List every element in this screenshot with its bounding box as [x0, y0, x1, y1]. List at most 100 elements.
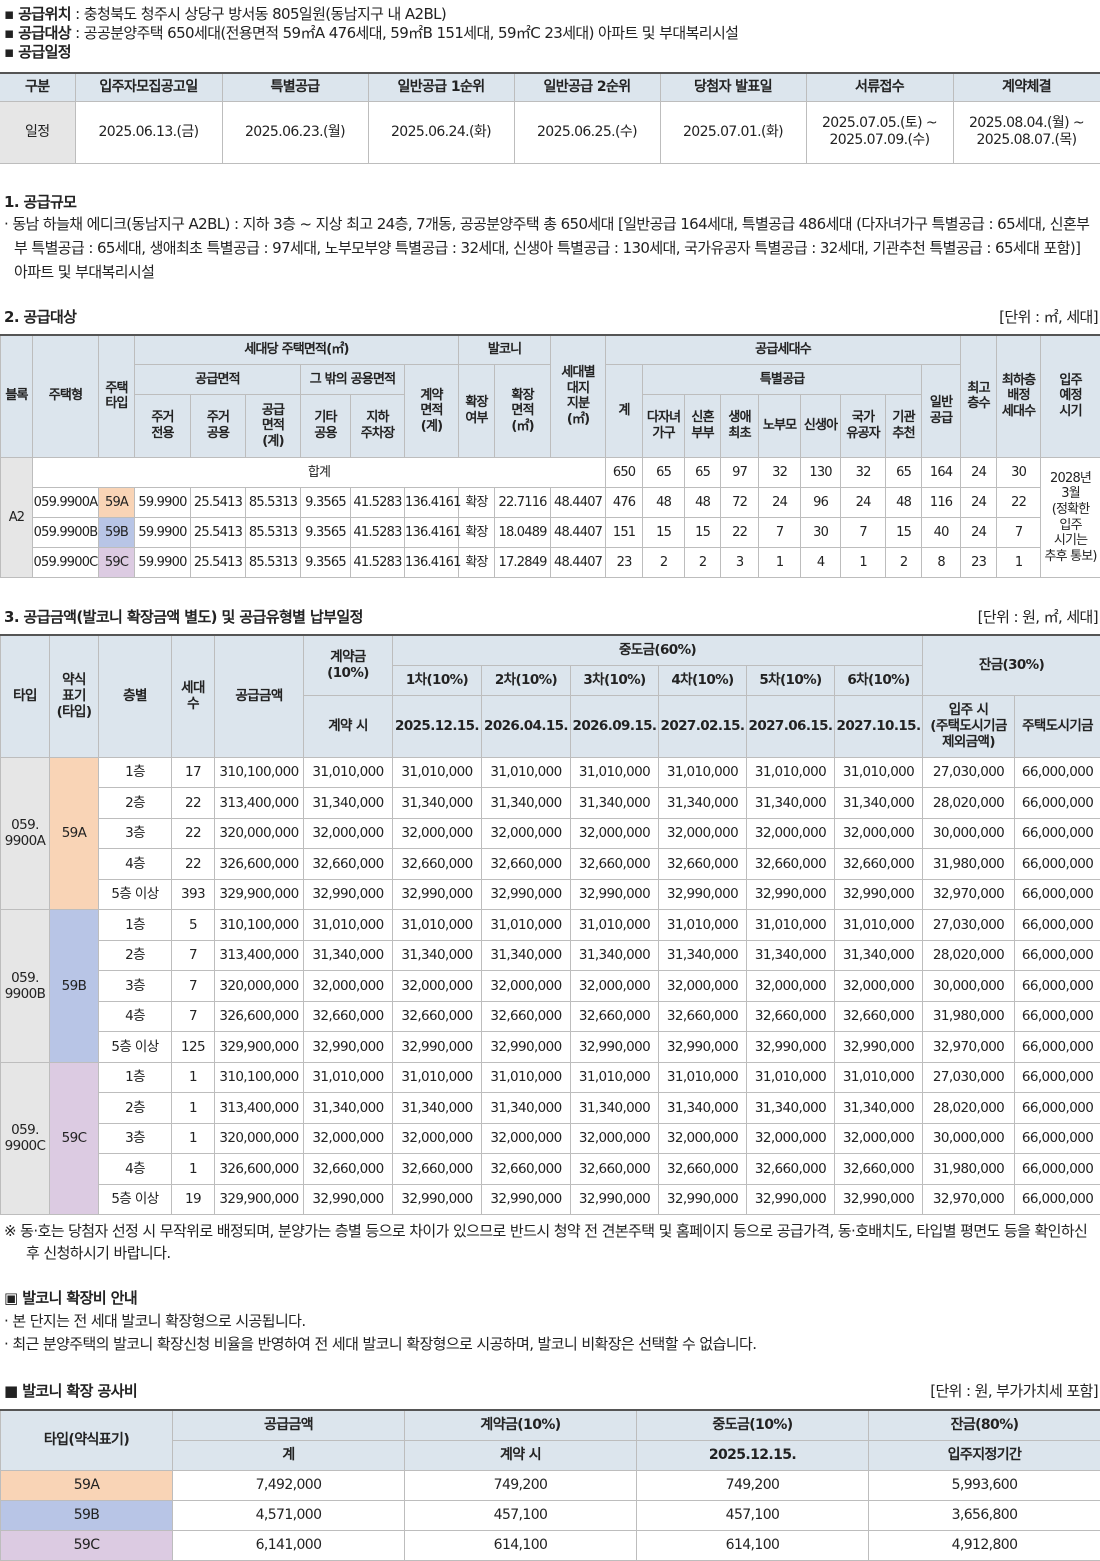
data-cell: 28,020,000	[923, 940, 1015, 971]
data-cell: 1	[172, 1123, 215, 1154]
data-cell: 31,340,000	[482, 788, 571, 819]
info-line: ▪ 공급대상 : 공공분양주택 650세대(전용면적 59㎡A 476세대, 5…	[4, 24, 1096, 43]
data-cell: 32,990,000	[393, 1184, 482, 1215]
header-cell: 블록	[1, 335, 33, 458]
data-cell: 2층	[99, 1093, 172, 1124]
data-cell: 22	[997, 488, 1041, 518]
data-cell: 31,340,000	[393, 1093, 482, 1124]
data-cell: 31,010,000	[482, 1062, 571, 1093]
data-cell: 32,660,000	[659, 849, 747, 880]
data-cell: 6,141,000	[173, 1530, 405, 1560]
data-cell: 31,340,000	[571, 940, 659, 971]
data-cell: 확장	[459, 548, 495, 578]
total-cell: 24	[961, 458, 997, 488]
header-cell: 일반 공급	[922, 365, 961, 458]
header-cell: 계	[606, 365, 643, 458]
header-cell: 계약 시	[304, 695, 393, 757]
data-cell: 4	[801, 548, 841, 578]
data-cell: 310,100,000	[215, 910, 304, 941]
data-cell: 18.0489	[495, 518, 551, 548]
header-cell: 공급세대수	[606, 335, 961, 365]
data-cell: 32,970,000	[923, 1032, 1015, 1063]
data-cell: 66,000,000	[1015, 1184, 1100, 1215]
data-cell: 32,660,000	[835, 1001, 923, 1032]
header-cell: 2026.09.15.	[571, 695, 659, 757]
data-cell: 326,600,000	[215, 1154, 304, 1185]
header-cell: 일반공급 2순위	[514, 73, 660, 101]
data-cell: 59.9900	[135, 548, 191, 578]
total-cell: 65	[685, 458, 721, 488]
data-cell: 3층	[99, 818, 172, 849]
data-cell: 28,020,000	[923, 788, 1015, 819]
header-cell: 2025.12.15.	[393, 695, 482, 757]
header-cell: 3차(10%)	[571, 665, 659, 695]
data-cell: 1	[997, 548, 1041, 578]
total-label: 합계	[33, 458, 606, 488]
data-cell: 32,990,000	[835, 879, 923, 910]
data-cell: 66,000,000	[1015, 910, 1100, 941]
data-cell: 85.5313	[246, 488, 301, 518]
data-cell: 32,660,000	[393, 1154, 482, 1185]
data-cell: 32,000,000	[482, 1123, 571, 1154]
header-cell: 당첨자 발표일	[660, 73, 806, 101]
data-cell: 32,000,000	[747, 818, 835, 849]
header-cell: 생애 최초	[721, 395, 759, 458]
data-cell: 17	[172, 757, 215, 788]
data-cell: 23	[961, 548, 997, 578]
data-cell: 22	[172, 818, 215, 849]
data-cell: 2025.07.05.(토) ~ 2025.07.09.(수)	[806, 101, 953, 163]
header-cell: 중도금(60%)	[393, 635, 923, 665]
data-cell: 31,010,000	[571, 757, 659, 788]
move-in-cell: 2028년 3월 (정확한 입주 시기는 추후 통보)	[1041, 458, 1100, 578]
info-line: ▪ 공급위치 : 충청북도 청주시 상당구 방서동 805일원(동남지구 내 A…	[4, 5, 1096, 24]
data-cell: 32,000,000	[835, 818, 923, 849]
data-cell: 32,000,000	[304, 1123, 393, 1154]
data-cell: 31,010,000	[482, 910, 571, 941]
data-cell: 96	[801, 488, 841, 518]
header-cell: 2026.04.15.	[482, 695, 571, 757]
data-cell: 23	[606, 548, 643, 578]
data-cell: 4층	[99, 849, 172, 880]
data-cell: 24	[759, 488, 801, 518]
data-cell: 31,010,000	[659, 910, 747, 941]
data-cell: 32,660,000	[482, 1001, 571, 1032]
data-cell: 66,000,000	[1015, 879, 1100, 910]
info-label: ▪ 공급대상	[4, 24, 71, 42]
data-cell: 32,660,000	[571, 1001, 659, 1032]
data-cell: 32,000,000	[571, 818, 659, 849]
data-cell: 28,020,000	[923, 1093, 1015, 1124]
data-cell: 31,010,000	[835, 1062, 923, 1093]
total-cell: 32	[841, 458, 886, 488]
data-cell: 32,000,000	[482, 818, 571, 849]
data-cell: 116	[922, 488, 961, 518]
data-cell: 7	[172, 940, 215, 971]
data-cell: 313,400,000	[215, 1093, 304, 1124]
data-cell: 310,100,000	[215, 757, 304, 788]
data-cell: 3	[721, 548, 759, 578]
data-cell: 31,340,000	[835, 940, 923, 971]
data-cell: 48.4407	[551, 548, 606, 578]
header-cell: 층별	[99, 635, 172, 757]
data-cell: 22	[721, 518, 759, 548]
data-cell: 27,030,000	[923, 910, 1015, 941]
header-cell: 일반공급 1순위	[368, 73, 514, 101]
data-cell: 48	[643, 488, 685, 518]
data-cell: 2025.07.01.(화)	[660, 101, 806, 163]
data-cell: 32,990,000	[835, 1032, 923, 1063]
section-title: ▣ 발코니 확장비 안내	[0, 1288, 1100, 1308]
data-cell: 3층	[99, 1123, 172, 1154]
header-cell: 2027.02.15.	[659, 695, 747, 757]
header-cell: 잔금(30%)	[923, 635, 1100, 695]
data-cell: 66,000,000	[1015, 971, 1100, 1002]
